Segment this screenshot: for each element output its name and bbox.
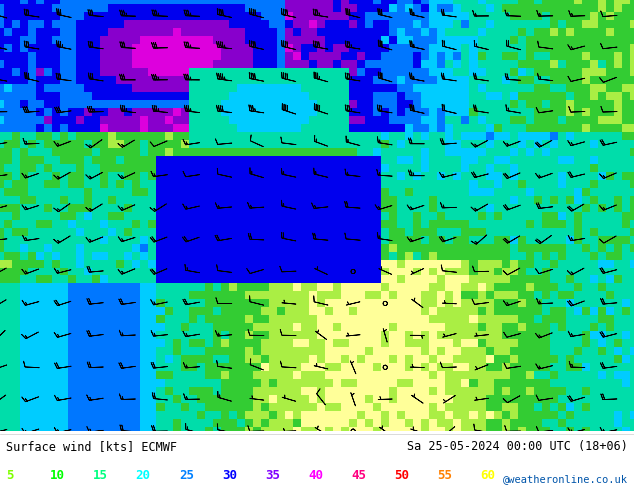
Text: 25: 25: [179, 469, 194, 482]
Text: Sa 25-05-2024 00:00 UTC (18+06): Sa 25-05-2024 00:00 UTC (18+06): [407, 440, 628, 453]
Text: 20: 20: [136, 469, 151, 482]
Text: 10: 10: [49, 469, 65, 482]
Text: 5: 5: [6, 469, 14, 482]
Text: 15: 15: [93, 469, 108, 482]
Text: 55: 55: [437, 469, 453, 482]
Text: 35: 35: [265, 469, 280, 482]
Text: 60: 60: [481, 469, 496, 482]
Text: 40: 40: [308, 469, 323, 482]
Text: @weatheronline.co.uk: @weatheronline.co.uk: [503, 474, 628, 484]
Text: Surface wind [kts] ECMWF: Surface wind [kts] ECMWF: [6, 440, 178, 453]
Text: 45: 45: [351, 469, 366, 482]
Text: 30: 30: [222, 469, 237, 482]
Text: 50: 50: [394, 469, 410, 482]
